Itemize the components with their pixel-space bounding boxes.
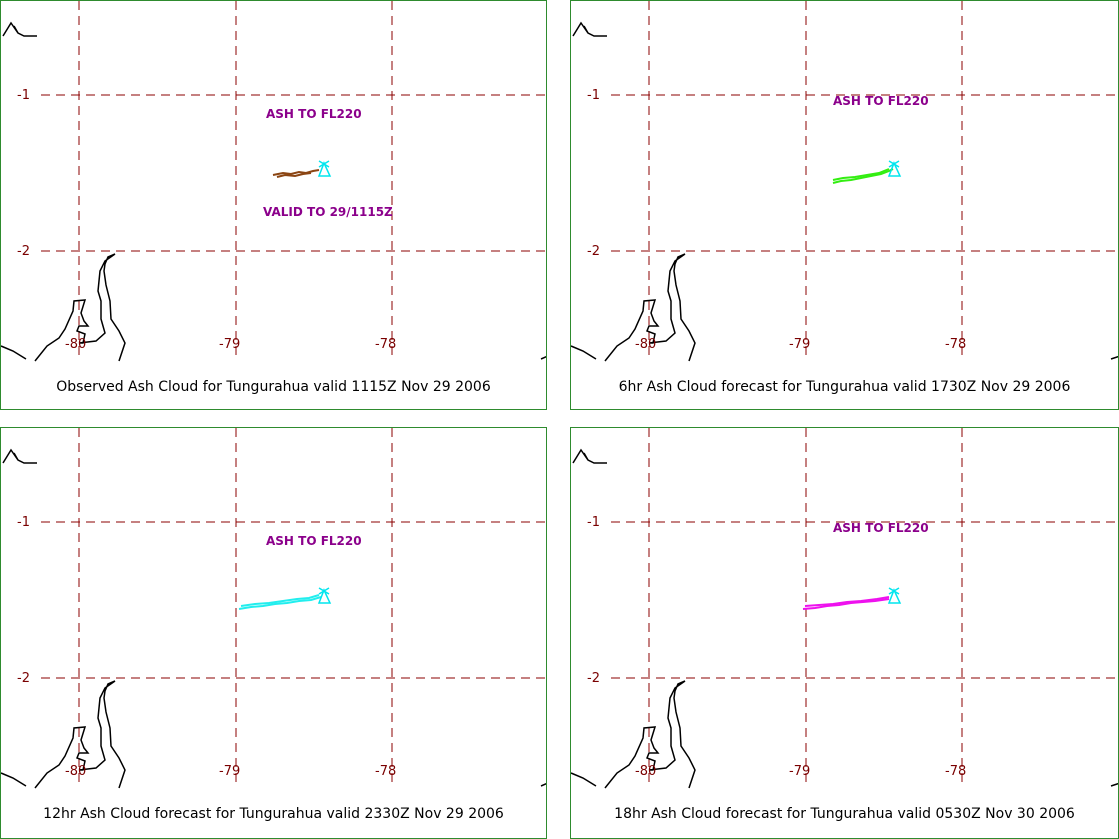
lon-label-78: -78 — [375, 764, 396, 779]
map-canvas: -1 -2 -80 -79 -78 ASH TO FL220 VALID TO … — [1, 1, 546, 362]
lon-label-78: -78 — [945, 764, 966, 779]
annotation-bottom: VALID TO 29/1115Z — [263, 205, 393, 219]
lat-label-1: -1 — [587, 88, 600, 103]
lon-label-80: -80 — [65, 337, 86, 352]
lon-label-80: -80 — [635, 337, 656, 352]
coastline — [1, 21, 546, 362]
lat-label-2: -2 — [587, 671, 600, 686]
volcano-icon — [317, 587, 332, 604]
lat-label-2: -2 — [17, 244, 30, 259]
panel-caption: 18hr Ash Cloud forecast for Tungurahua v… — [614, 806, 1075, 822]
volcano-icon — [317, 160, 332, 177]
ash-cloud — [802, 596, 890, 610]
coastline — [1, 448, 546, 789]
lon-label-80: -80 — [65, 764, 86, 779]
map-panel-12hr: -1 -2 -80 -79 -78 ASH TO FL220 12hr Ash … — [0, 427, 547, 839]
map-panel-6hr: -1 -2 -80 -79 -78 ASH TO FL220 6hr Ash C… — [570, 0, 1119, 410]
lon-label-79: -79 — [789, 764, 810, 779]
annotation-top: ASH TO FL220 — [833, 521, 929, 535]
lat-label-1: -1 — [587, 515, 600, 530]
grid — [41, 1, 546, 361]
panel-caption: 6hr Ash Cloud forecast for Tungurahua va… — [618, 379, 1071, 395]
grid — [611, 1, 1118, 361]
coastline — [571, 21, 1118, 362]
lon-label-79: -79 — [219, 337, 240, 352]
panel-caption: 12hr Ash Cloud forecast for Tungurahua v… — [43, 806, 504, 822]
lat-label-1: -1 — [17, 88, 30, 103]
ash-cloud — [832, 168, 894, 184]
lon-label-78: -78 — [375, 337, 396, 352]
volcano-icon — [887, 587, 902, 604]
ash-cloud — [238, 594, 322, 610]
annotation-top: ASH TO FL220 — [833, 94, 929, 108]
ash-cloud — [272, 169, 320, 178]
lat-label-2: -2 — [17, 671, 30, 686]
map-canvas: -1 -2 -80 -79 -78 ASH TO FL220 — [571, 1, 1118, 362]
map-panel-observed: -1 -2 -80 -79 -78 ASH TO FL220 VALID TO … — [0, 0, 547, 410]
lon-label-80: -80 — [635, 764, 656, 779]
lat-label-2: -2 — [587, 244, 600, 259]
coastline — [571, 448, 1118, 789]
map-panel-18hr: -1 -2 -80 -79 -78 ASH TO FL220 18hr Ash … — [570, 427, 1119, 839]
lon-label-78: -78 — [945, 337, 966, 352]
annotation-top: ASH TO FL220 — [266, 107, 362, 121]
lon-label-79: -79 — [789, 337, 810, 352]
grid — [611, 428, 1118, 788]
panel-caption: Observed Ash Cloud for Tungurahua valid … — [56, 379, 491, 395]
map-canvas: -1 -2 -80 -79 -78 ASH TO FL220 — [571, 428, 1118, 789]
volcano-icon — [887, 160, 902, 177]
annotation-top: ASH TO FL220 — [266, 534, 362, 548]
map-canvas: -1 -2 -80 -79 -78 ASH TO FL220 — [1, 428, 546, 789]
grid — [41, 428, 546, 788]
lon-label-79: -79 — [219, 764, 240, 779]
lat-label-1: -1 — [17, 515, 30, 530]
